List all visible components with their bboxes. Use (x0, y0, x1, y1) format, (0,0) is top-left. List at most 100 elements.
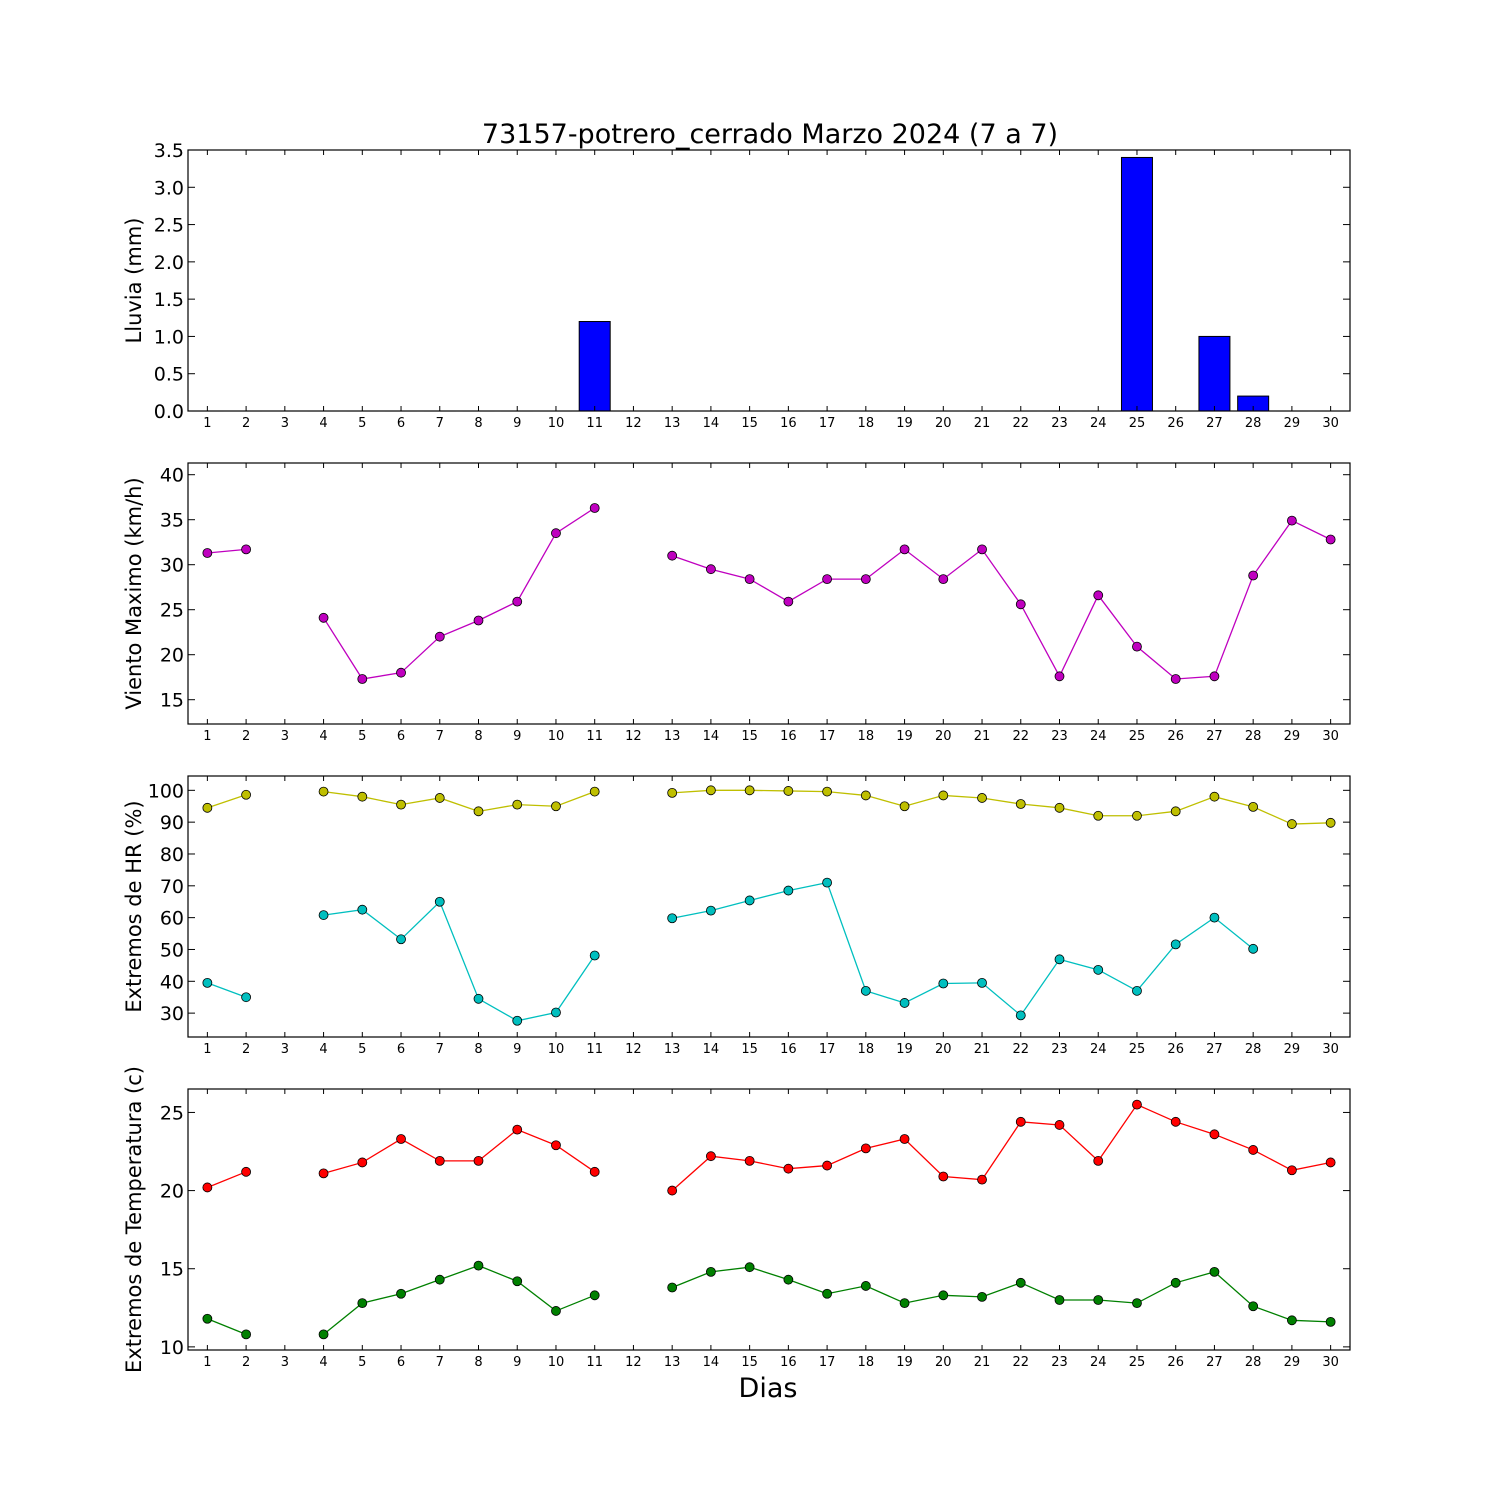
x-tick-label: 5 (358, 1355, 366, 1370)
data-point (1287, 819, 1297, 829)
x-tick-label: 4 (319, 1355, 327, 1370)
data-point (396, 1288, 406, 1299)
data-point (202, 1182, 213, 1193)
data-point (1054, 802, 1065, 813)
data-point (357, 674, 368, 684)
data-point (434, 631, 445, 642)
x-tick-label: 30 (1322, 1042, 1339, 1057)
x-tick-label: 20 (935, 729, 952, 744)
x-tick-label: 29 (1284, 416, 1301, 431)
panel-1: Lluvia (mm)1 2 3 4 5 6 7 8 9 10 11 12 13 14 15 16 17 18 19… (122, 140, 1351, 431)
y-tick-label: 30 (160, 555, 184, 577)
data-point (202, 802, 213, 813)
data-point (512, 1124, 523, 1135)
x-tick-label: 12 (625, 729, 642, 744)
data-point (1054, 954, 1065, 965)
data-point (667, 1185, 678, 1196)
data-point (1054, 671, 1065, 682)
axes-frame (187, 462, 1351, 725)
data-point (1093, 810, 1104, 821)
x-tick-label: 24 (1090, 416, 1107, 431)
data-point (783, 1163, 794, 1174)
x-tick-label: 13 (664, 416, 681, 431)
data-point (1170, 806, 1181, 817)
x-tick-label: 24 (1090, 1042, 1107, 1057)
y-tick-label: 3.5 (154, 140, 184, 162)
x-tick-label: 15 (741, 729, 758, 744)
x-tick-label: 17 (819, 1355, 836, 1370)
data-point (1209, 791, 1220, 802)
x-tick-label: 25 (1129, 1042, 1146, 1057)
data-point (1209, 1266, 1220, 1277)
data-point (202, 548, 213, 558)
data-point (396, 667, 406, 678)
data-point (938, 790, 949, 801)
x-tick-label: 11 (586, 1042, 603, 1057)
x-tick-label: 27 (1206, 416, 1223, 431)
data-point (434, 896, 445, 907)
x-tick-label: 3 (281, 1355, 289, 1370)
x-tick-label: 21 (974, 729, 991, 744)
x-tick-label: 29 (1284, 1042, 1301, 1057)
data-point (860, 790, 871, 801)
y-tick-label: 30 (160, 1003, 184, 1025)
data-point (357, 1298, 368, 1309)
x-tick-label: 22 (1012, 416, 1029, 431)
x-tick-label: 21 (974, 1355, 991, 1370)
y-tick-label: 100 (148, 780, 184, 802)
series-line (672, 789, 1331, 825)
data-point (744, 1262, 755, 1273)
x-tick-label: 1 (203, 729, 211, 744)
data-point (860, 1281, 871, 1291)
axes-frame (187, 775, 1351, 1038)
data-point (1054, 1120, 1065, 1130)
data-point (1325, 1157, 1336, 1168)
data-point (396, 934, 406, 945)
x-tick-label: 1 (203, 416, 211, 431)
x-tick-label: 2 (242, 729, 250, 744)
x-tick-label: 4 (319, 729, 327, 744)
y-tick-label: 2.0 (154, 252, 184, 274)
x-tick-label: 16 (780, 1355, 797, 1370)
data-point (1170, 674, 1181, 684)
x-tick-label: 7 (436, 416, 444, 431)
x-tick-label: 10 (548, 416, 565, 431)
panel-3: Extremos de HR (%)1 2 3 4 5 6 7 8 9 10 11 12 13 14 15 1… (122, 775, 1351, 1057)
x-tick-label: 5 (358, 416, 366, 431)
x-tick-label: 23 (1051, 729, 1068, 744)
y-axis-label: Viento Maximo (km/h) (122, 477, 146, 709)
x-tick-label: 6 (397, 1355, 405, 1370)
data-point (1015, 1116, 1026, 1127)
x-tick-label: 30 (1322, 729, 1339, 744)
x-tick-label: 7 (436, 1042, 444, 1057)
series-line (323, 507, 596, 680)
x-tick-label: 20 (935, 1355, 952, 1370)
data-point (396, 799, 406, 810)
data-point (589, 1290, 600, 1301)
data-point (1248, 1301, 1259, 1312)
data-point (1170, 1277, 1181, 1288)
y-tick-label: 70 (160, 876, 184, 898)
data-point (357, 904, 368, 915)
y-tick-label: 1.0 (154, 326, 184, 348)
x-tick-label: 16 (780, 729, 797, 744)
x-tick-label: 4 (319, 1042, 327, 1057)
data-point (1015, 799, 1026, 809)
data-point (512, 1276, 523, 1287)
data-point (589, 950, 600, 961)
data-point (551, 528, 561, 539)
x-tick-label: 14 (703, 1355, 720, 1370)
x-tick-label: 1 (203, 1355, 211, 1370)
x-tick-label: 14 (703, 1042, 720, 1057)
data-point (706, 905, 716, 916)
data-point (783, 885, 794, 896)
x-tick-label: 11 (586, 1355, 603, 1370)
series-line (672, 881, 1254, 1017)
x-tick-label: 10 (548, 1042, 565, 1057)
data-point (434, 1155, 445, 1166)
data-point (977, 793, 987, 803)
series-line (323, 1128, 596, 1175)
data-point (473, 1155, 484, 1166)
data-point (1015, 1277, 1026, 1288)
